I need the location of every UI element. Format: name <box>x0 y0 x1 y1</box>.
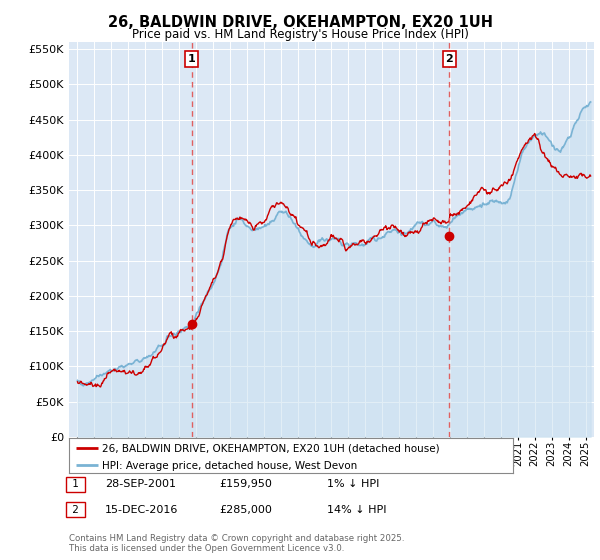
Text: 26, BALDWIN DRIVE, OKEHAMPTON, EX20 1UH: 26, BALDWIN DRIVE, OKEHAMPTON, EX20 1UH <box>107 15 493 30</box>
Text: 1% ↓ HPI: 1% ↓ HPI <box>327 479 379 489</box>
Text: Price paid vs. HM Land Registry's House Price Index (HPI): Price paid vs. HM Land Registry's House … <box>131 28 469 41</box>
Text: 1: 1 <box>188 54 196 64</box>
Text: 2: 2 <box>69 505 82 515</box>
Text: 2: 2 <box>445 54 453 64</box>
Text: £285,000: £285,000 <box>219 505 272 515</box>
Text: 26, BALDWIN DRIVE, OKEHAMPTON, EX20 1UH (detached house): 26, BALDWIN DRIVE, OKEHAMPTON, EX20 1UH … <box>102 444 440 454</box>
Text: 28-SEP-2001: 28-SEP-2001 <box>105 479 176 489</box>
Text: 15-DEC-2016: 15-DEC-2016 <box>105 505 178 515</box>
Text: 1: 1 <box>69 479 82 489</box>
Text: Contains HM Land Registry data © Crown copyright and database right 2025.
This d: Contains HM Land Registry data © Crown c… <box>69 534 404 553</box>
Text: £159,950: £159,950 <box>219 479 272 489</box>
Text: 14% ↓ HPI: 14% ↓ HPI <box>327 505 386 515</box>
Text: HPI: Average price, detached house, West Devon: HPI: Average price, detached house, West… <box>102 460 358 470</box>
